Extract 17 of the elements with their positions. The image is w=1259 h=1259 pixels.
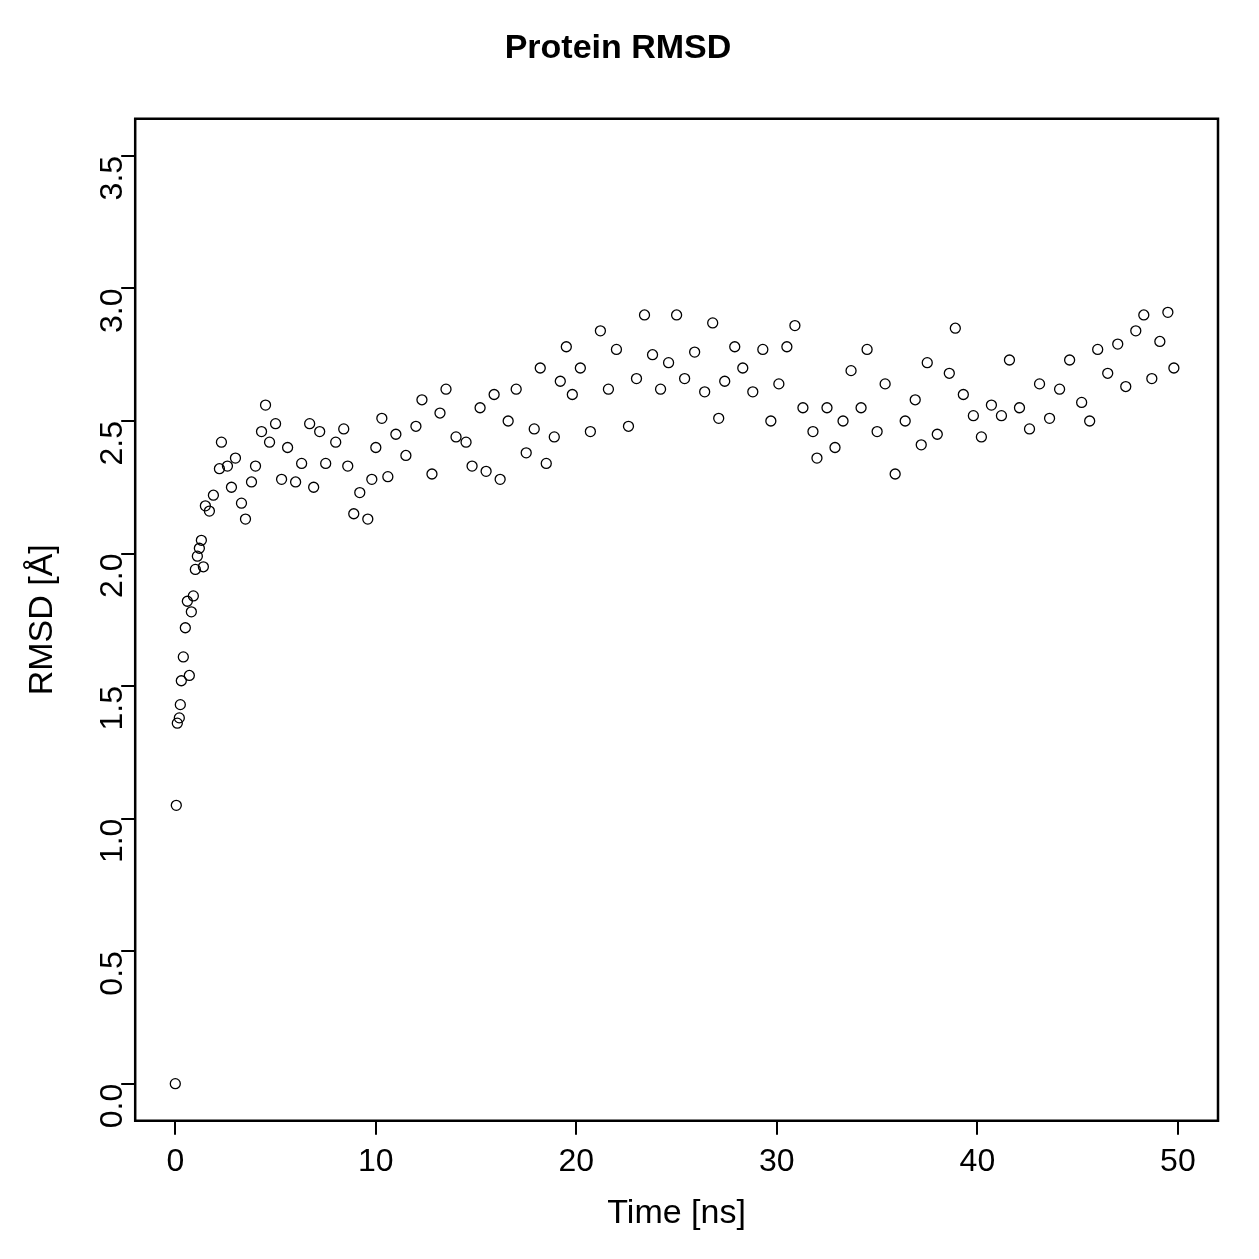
x-tick-label: 0 xyxy=(166,1141,185,1178)
y-tick-label: 3.5 xyxy=(93,155,130,201)
y-tick-label: 1.5 xyxy=(93,686,130,731)
x-tick-label: 30 xyxy=(759,1141,795,1178)
y-tick-label: 0.0 xyxy=(93,1083,130,1129)
y-tick-label: 3.0 xyxy=(93,288,130,333)
y-tick-label: 1.0 xyxy=(93,818,130,864)
chart-title: Protein RMSD xyxy=(504,26,732,65)
y-axis-title: RMSD [Å] xyxy=(20,544,59,696)
y-tick-label: 0.5 xyxy=(93,951,130,996)
y-tick-label: 2.0 xyxy=(93,553,130,599)
x-tick-label: 50 xyxy=(1160,1141,1196,1178)
x-tick-label: 40 xyxy=(959,1141,996,1178)
x-tick-label: 10 xyxy=(358,1141,394,1178)
y-tick-label: 2.5 xyxy=(93,420,130,466)
x-axis-title: Time [ns] xyxy=(607,1191,746,1230)
x-tick-label: 20 xyxy=(558,1141,595,1178)
